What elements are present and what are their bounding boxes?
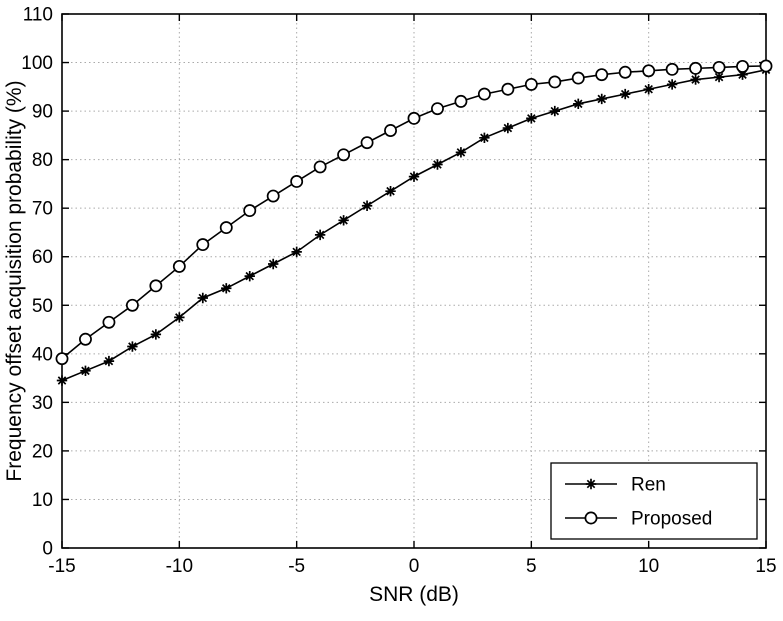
chart-content: -15 -10 -5 0 5 10 15 0 10 20 30 40 50 60 70 80 90 100 110 R… [21,5,776,578]
legend-item-proposed: Proposed [565,509,712,530]
marker-circle [571,71,585,85]
x-tick-label: 5 [526,556,537,577]
marker-asterisk [385,185,396,197]
marker-circle [384,124,397,137]
legend-box [550,462,758,540]
marker-circle [313,160,327,174]
marker-asterisk [268,258,279,270]
marker-circle [524,77,538,91]
marker-circle [266,189,280,203]
marker-asterisk [361,200,373,211]
y-tick-label: 20 [32,441,53,462]
marker-circle [290,175,304,188]
y-tick-label: 30 [32,393,53,414]
marker-circle [79,332,92,346]
marker-asterisk [103,355,115,367]
marker-circle [125,298,139,312]
x-tick-label: -5 [288,556,305,577]
y-tick-label: 80 [32,150,53,171]
marker-circle [618,65,632,79]
y-axis-label: Frequency offset acquisition probability… [3,80,26,481]
x-tick-label: 15 [755,556,776,577]
marker-asterisk [150,329,162,340]
marker-asterisk [479,132,490,143]
marker-asterisk [197,292,208,304]
marker-asterisk [314,229,326,241]
ticks: -15 -10 -5 0 5 10 15 0 10 20 30 40 50 60 70 80 90 100 110 [21,5,776,578]
marker-circle [454,94,468,108]
marker-circle [689,61,703,75]
legend-item-ren: Ren [565,475,666,496]
marker-circle [595,68,609,82]
legend-label: Proposed [631,509,712,530]
legend: Ren Proposed [550,462,758,540]
y-tick-label: 10 [32,490,53,511]
marker-circle [736,59,749,73]
marker-asterisk [291,246,302,258]
marker-asterisk [174,312,185,323]
y-tick-label: 0 [42,539,53,560]
marker-asterisk [56,375,68,386]
y-tick-label: 100 [21,53,53,74]
marker-asterisk [455,147,467,158]
marker-asterisk [737,69,748,80]
marker-circle [584,511,598,525]
y-tick-label: 50 [32,296,53,317]
y-tick-label: 90 [32,102,53,123]
marker-asterisk [221,283,232,294]
marker-asterisk [526,113,537,124]
marker-asterisk [127,341,138,352]
marker-circle [219,221,233,235]
marker-circle [196,238,210,252]
series-proposed [55,59,773,366]
marker-circle [501,82,515,96]
marker-asterisk [690,74,701,85]
marker-circle [337,148,351,162]
x-axis-label: SNR (dB) [369,583,459,606]
marker-circle [548,75,562,89]
marker-asterisk [643,84,654,95]
marker-circle [55,352,69,366]
series-ren [56,64,772,386]
marker-asterisk [549,105,560,117]
y-tick-label: 40 [32,344,53,365]
marker-asterisk [244,270,255,282]
marker-circle [642,64,656,78]
x-tick-label: -15 [48,556,75,577]
marker-circle [759,59,773,73]
y-tick-label: 70 [32,199,53,220]
marker-asterisk [585,478,597,490]
y-tick-label: 110 [23,5,53,26]
x-tick-label: 0 [409,556,420,577]
grid [62,14,766,548]
x-tick-label: -10 [166,556,193,577]
marker-asterisk [408,171,420,182]
marker-circle [149,279,163,293]
marker-asterisk [620,88,631,100]
legend-label: Ren [631,475,666,496]
y-tick-label: 60 [32,247,53,268]
marker-circle [407,111,421,125]
marker-circle [477,87,491,101]
marker-circle [712,60,726,74]
marker-asterisk [502,122,514,134]
marker-asterisk [713,71,725,83]
marker-circle [665,62,679,76]
marker-asterisk [432,159,443,170]
marker-asterisk [596,93,607,105]
marker-circle [431,102,444,116]
marker-circle [172,259,186,273]
x-tick-label: 10 [638,556,659,577]
marker-circle [102,315,116,329]
marker-asterisk [573,98,584,110]
marker-asterisk [666,79,678,90]
marker-circle [360,136,374,150]
marker-asterisk [338,215,349,226]
marker-circle [243,204,257,218]
marker-asterisk [80,365,91,377]
